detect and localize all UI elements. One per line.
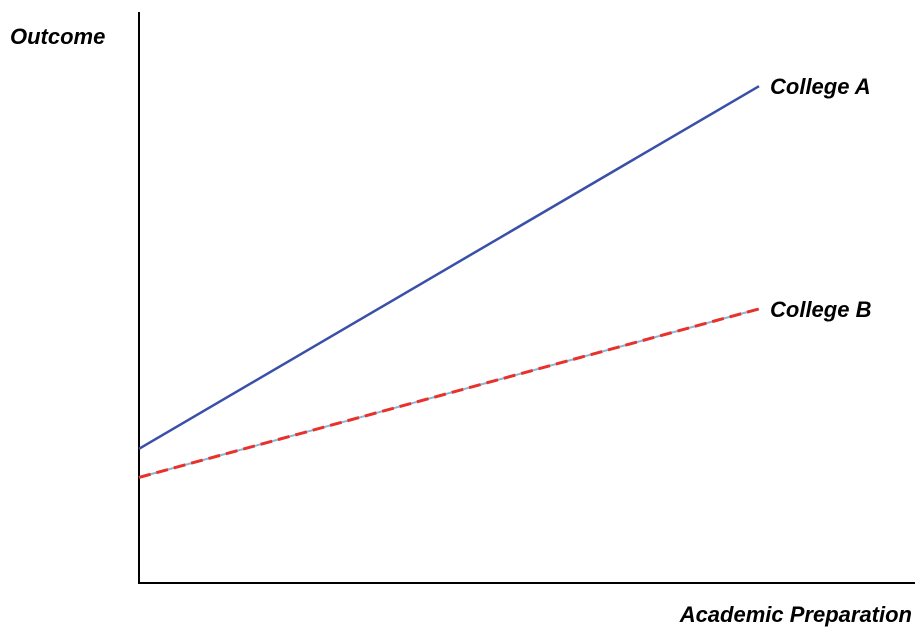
series-label-college-b: College B — [770, 297, 872, 322]
y-axis-label: Outcome — [10, 24, 105, 49]
x-axis-label: Academic Preparation — [679, 602, 912, 627]
series-layer: College A College B — [138, 74, 872, 479]
series-line-underlay-college-b — [138, 307, 760, 479]
series-label-college-a: College A — [770, 74, 871, 99]
series-line-college-a — [138, 85, 760, 450]
